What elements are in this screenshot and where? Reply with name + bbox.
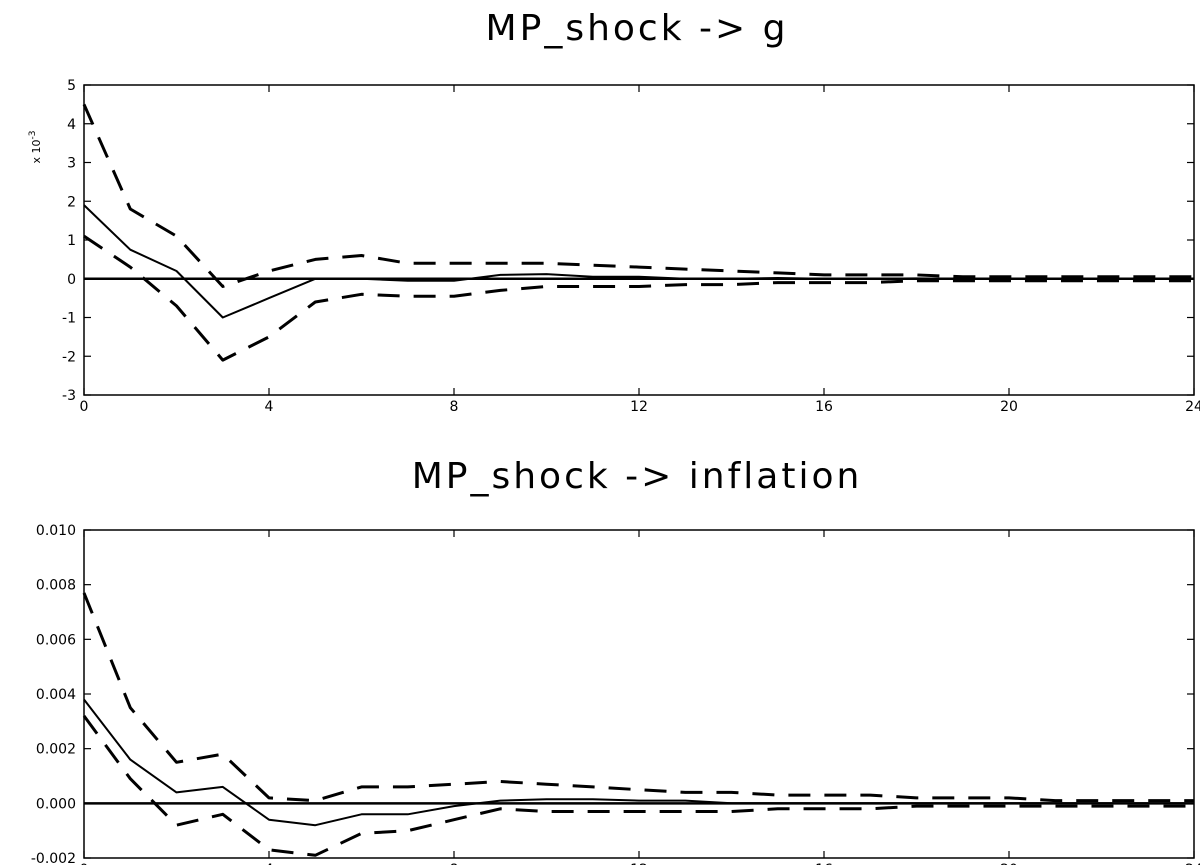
y-tick-label: 0.006	[36, 632, 76, 648]
x-tick-label: 0	[80, 399, 89, 415]
x-tick-label: 24	[1185, 862, 1200, 865]
y-tick-label: -3	[62, 388, 76, 404]
chart-panel-inflation: MP_shock -> inflation -0.002 0.000 0.002 0.…	[31, 456, 1200, 865]
x-tick-label: 20	[1000, 862, 1018, 865]
x-tick-label: 8	[450, 862, 459, 865]
confidence-band-line	[83, 234, 1194, 362]
chart-title: MP_shock -> g	[486, 8, 789, 49]
y-tick-label: 1	[67, 233, 76, 249]
confidence-band-line	[82, 715, 1194, 857]
plot-area-inflation: -0.002 0.000 0.002 0.004 0.006 0.008 0.010 0 4 8 1…	[31, 523, 1200, 865]
x-tick-label: 12	[630, 399, 648, 415]
plot-frame	[83, 84, 1195, 396]
y-tick-label: 0.010	[36, 523, 76, 539]
x-tick-label: 16	[815, 399, 833, 415]
y-tick-label: 5	[67, 78, 76, 94]
confidence-band-line	[82, 103, 1194, 288]
impulse-response-line	[83, 204, 1194, 319]
y-tick-label: 0.004	[36, 687, 76, 703]
y-tick-label: 0.008	[36, 578, 76, 594]
y-tick-label: 0.000	[36, 796, 76, 812]
y-scale-note: x 10-3	[28, 131, 43, 164]
x-tick-label: 24	[1185, 399, 1200, 415]
y-tick-label: -0.002	[31, 851, 76, 865]
y-tick-label: 4	[67, 117, 76, 133]
y-tick-label: 0	[67, 272, 76, 288]
x-tick-label: 12	[630, 862, 648, 865]
plot-frame	[83, 529, 1195, 859]
x-tick-label: 8	[450, 399, 459, 415]
confidence-band-line	[82, 592, 1194, 803]
y-tick-label: 3	[67, 156, 76, 172]
y-tick-label: 0.002	[36, 742, 76, 758]
x-tick-label: 0	[80, 862, 89, 865]
x-tick-label: 4	[265, 399, 274, 415]
x-tick-label: 4	[265, 862, 274, 865]
chart-title: MP_shock -> inflation	[412, 456, 863, 497]
y-tick-label: -1	[62, 311, 76, 327]
y-tick-label: -2	[62, 349, 76, 365]
impulse-response-line	[83, 698, 1194, 827]
x-tick-label: 20	[1000, 399, 1018, 415]
y-tick-label: 2	[67, 194, 76, 210]
x-tick-label: 16	[815, 862, 833, 865]
